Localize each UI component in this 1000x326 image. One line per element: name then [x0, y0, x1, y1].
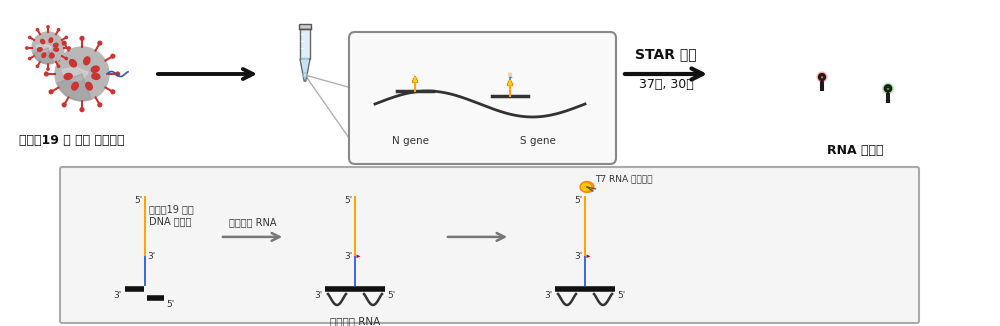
Circle shape [65, 36, 67, 38]
FancyBboxPatch shape [349, 32, 616, 164]
Wedge shape [57, 74, 91, 100]
Text: 3': 3' [344, 252, 352, 261]
Polygon shape [301, 57, 309, 77]
Circle shape [47, 26, 49, 28]
Circle shape [508, 73, 511, 76]
Circle shape [817, 72, 827, 82]
Circle shape [883, 83, 893, 94]
Circle shape [47, 68, 49, 70]
Bar [584, 196, 586, 286]
Circle shape [111, 90, 115, 94]
Wedge shape [62, 67, 88, 81]
Text: 5': 5' [134, 196, 143, 205]
Text: 5': 5' [617, 291, 625, 300]
Ellipse shape [86, 82, 92, 90]
Text: 3': 3' [114, 291, 122, 300]
Text: 37도, 30분: 37도, 30분 [639, 78, 693, 91]
Circle shape [65, 57, 67, 60]
Circle shape [887, 94, 889, 96]
Ellipse shape [53, 43, 58, 47]
Ellipse shape [70, 60, 76, 67]
Circle shape [98, 103, 102, 107]
Text: STAR 기술: STAR 기술 [635, 47, 697, 61]
Text: RNA 압타머: RNA 압타머 [827, 144, 883, 157]
Bar [354, 256, 356, 286]
Circle shape [884, 84, 892, 93]
Bar [144, 196, 146, 286]
Text: 5': 5' [387, 291, 395, 300]
Bar [299, 24, 311, 29]
Circle shape [62, 103, 66, 107]
Circle shape [36, 65, 39, 67]
Polygon shape [413, 76, 418, 83]
Circle shape [80, 108, 84, 111]
Ellipse shape [37, 48, 42, 51]
Bar [300, 29, 310, 59]
Circle shape [68, 47, 70, 49]
Text: 5': 5' [344, 196, 352, 205]
Text: 5': 5' [166, 300, 174, 309]
Polygon shape [356, 255, 360, 258]
Ellipse shape [92, 73, 100, 80]
Text: 3': 3' [545, 291, 553, 300]
Polygon shape [509, 80, 511, 85]
Circle shape [57, 65, 60, 67]
Ellipse shape [84, 57, 90, 65]
Wedge shape [36, 44, 52, 52]
Ellipse shape [41, 39, 45, 44]
Text: DNA 프로브: DNA 프로브 [149, 216, 191, 226]
Text: T7 RNA 중합효소: T7 RNA 중합효소 [595, 174, 652, 184]
Ellipse shape [49, 38, 53, 42]
Circle shape [49, 90, 53, 94]
Circle shape [821, 82, 823, 83]
Circle shape [55, 47, 109, 101]
Circle shape [36, 29, 39, 31]
Ellipse shape [42, 53, 46, 57]
Bar [354, 196, 356, 286]
Circle shape [80, 37, 84, 40]
Bar [144, 256, 146, 286]
Circle shape [62, 41, 66, 45]
Circle shape [819, 74, 825, 80]
Circle shape [887, 93, 889, 95]
Circle shape [32, 32, 64, 64]
Ellipse shape [580, 182, 594, 192]
Polygon shape [507, 79, 512, 86]
Text: 3': 3' [574, 252, 582, 261]
Text: 5': 5' [574, 196, 582, 205]
Polygon shape [414, 77, 416, 82]
Circle shape [818, 73, 826, 81]
Ellipse shape [91, 66, 99, 72]
Ellipse shape [50, 53, 54, 57]
Ellipse shape [54, 48, 59, 51]
Circle shape [29, 57, 31, 60]
Circle shape [44, 72, 48, 76]
Ellipse shape [64, 73, 72, 80]
Circle shape [111, 54, 115, 58]
Bar [584, 256, 586, 286]
Circle shape [116, 72, 120, 76]
Wedge shape [33, 48, 53, 64]
Circle shape [98, 41, 102, 45]
Ellipse shape [72, 82, 78, 90]
Text: 3': 3' [147, 252, 155, 261]
Circle shape [49, 54, 53, 58]
Polygon shape [586, 255, 590, 258]
Text: 3': 3' [315, 291, 323, 300]
Circle shape [57, 29, 60, 31]
Text: S gene: S gene [520, 136, 556, 146]
Text: 코로나19 검출: 코로나19 검출 [149, 204, 194, 214]
Text: 바이러스 RNA: 바이러스 RNA [330, 316, 380, 326]
Polygon shape [300, 59, 310, 81]
Circle shape [885, 86, 891, 91]
Ellipse shape [582, 184, 590, 190]
Text: N gene: N gene [392, 136, 429, 146]
Circle shape [821, 82, 823, 84]
Circle shape [26, 47, 28, 49]
FancyBboxPatch shape [60, 167, 919, 323]
Text: 바이러스 RNA: 바이러스 RNA [229, 217, 276, 227]
Text: 코로나19 및 변이 바이러스: 코로나19 및 변이 바이러스 [19, 134, 125, 147]
Circle shape [29, 36, 31, 38]
